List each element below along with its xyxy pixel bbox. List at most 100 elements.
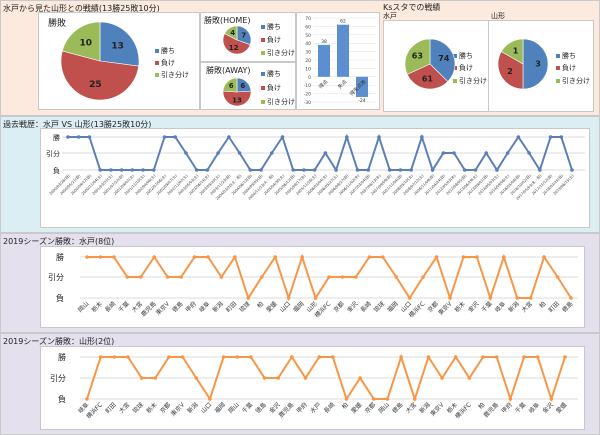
data-point — [522, 355, 526, 359]
bar-category-label: 得点 — [317, 78, 329, 90]
series-line — [68, 133, 573, 173]
data-point — [407, 296, 412, 300]
data-point — [119, 168, 124, 172]
ks-yamagata-label: 山形 — [491, 12, 505, 20]
data-point — [542, 255, 546, 259]
data-point — [516, 135, 521, 139]
data-point — [441, 151, 446, 155]
data-point — [221, 355, 226, 359]
legend-win: 勝ち — [261, 22, 281, 32]
data-point — [98, 355, 103, 359]
data-point — [501, 255, 506, 259]
y-tick-label: 40 — [305, 41, 311, 47]
data-point — [358, 376, 362, 380]
x-tick-label: 愛媛 — [554, 401, 568, 415]
x-tick-label: 長崎 — [103, 300, 117, 314]
legend-draw: 引き分け — [453, 76, 487, 86]
data-point — [484, 151, 489, 155]
x-tick-label: 京都 — [363, 401, 377, 415]
x-tick-label: 栃木 — [90, 300, 104, 314]
data-point — [273, 255, 278, 259]
data-point — [290, 355, 294, 359]
x-tick-label: 町田 — [104, 401, 117, 414]
data-point — [569, 296, 573, 300]
data-point — [180, 355, 185, 359]
pie-slice-win — [99, 21, 140, 67]
pie-label-draw: 4 — [230, 29, 235, 37]
x-tick-label: 柏 — [340, 401, 350, 411]
data-point — [528, 296, 533, 300]
x-tick-label: 新潟 — [211, 300, 225, 314]
data-point — [385, 397, 390, 401]
data-point — [461, 255, 466, 259]
data-point — [462, 168, 467, 172]
legend-win: 勝ち — [453, 51, 473, 61]
data-point — [494, 355, 499, 359]
data-point — [372, 397, 376, 401]
legend-loss: 負け — [556, 63, 576, 73]
data-point — [409, 168, 413, 172]
data-point — [162, 135, 167, 139]
x-tick-label: 柏 — [477, 401, 487, 411]
x-tick-label: 福岡 — [291, 300, 305, 314]
data-point — [452, 151, 456, 155]
bar-0 — [318, 44, 330, 77]
x-tick-label: 岡山 — [76, 300, 90, 314]
x-tick-label: 千葉 — [240, 401, 254, 415]
legend-label: 勝ち — [267, 23, 281, 31]
y-axis-label: 引分 — [50, 374, 66, 383]
data-point — [354, 275, 358, 279]
x-tick-label: 福岡 — [385, 300, 399, 314]
head-to-head-title: 水戸から見た山形との戦績(13勝25敗10分) — [3, 4, 160, 13]
x-tick-label: 金沢 — [466, 300, 480, 314]
x-tick-label: 岐阜 — [527, 401, 541, 415]
x-tick-label: 京都 — [332, 300, 346, 314]
data-point — [538, 168, 542, 172]
ks-mito-label: 水戸 — [383, 12, 397, 20]
data-point — [248, 168, 253, 172]
x-tick-label: 甲府 — [295, 401, 309, 415]
x-tick-label: 岡山 — [226, 401, 240, 415]
pie-slice-win — [429, 38, 456, 82]
x-tick-label: 東京V — [169, 400, 187, 418]
data-point — [280, 135, 285, 139]
pie-label-win: 6 — [240, 82, 245, 90]
x-tick-label: 徳島 — [254, 401, 268, 415]
pie-slice-draw — [222, 77, 238, 93]
data-point — [549, 397, 554, 401]
data-point — [334, 168, 338, 172]
legend-label: 勝ち — [459, 52, 473, 60]
bar-value-label: 38 — [321, 39, 327, 45]
data-point — [85, 397, 89, 401]
pie-slice-loss — [222, 90, 252, 107]
bar-1 — [337, 24, 349, 77]
pie-slice-draw — [500, 38, 524, 65]
data-point — [259, 275, 264, 279]
legend-label: 引き分け — [267, 49, 295, 57]
x-tick-label: 水戸 — [308, 401, 322, 415]
history-line-chart — [40, 128, 590, 228]
y-tick-label: -30 — [304, 100, 311, 106]
data-point — [340, 275, 345, 279]
x-tick-label: 東京V — [154, 299, 172, 317]
x-tick-label: 長崎 — [322, 401, 336, 415]
bar-2 — [356, 76, 368, 97]
x-tick-label: 栃木 — [145, 401, 159, 415]
x-tick-label: 新潟 — [506, 300, 520, 314]
total-pie-title: 勝敗 — [48, 19, 67, 29]
x-tick-label: 栃木 — [453, 300, 467, 314]
data-point — [130, 168, 135, 172]
data-point — [216, 151, 220, 155]
x-tick-label: 岡山 — [377, 401, 391, 415]
legend-label: 引き分け — [267, 98, 295, 106]
legend-label: 勝ち — [562, 52, 576, 60]
bar-category-label: 失点 — [336, 78, 348, 90]
x-tick-label: 岐阜 — [197, 300, 211, 314]
pie-label-win: 3 — [535, 60, 541, 69]
y-axis-label: 勝 — [53, 133, 60, 142]
legend-label: 引き分け — [161, 71, 189, 79]
x-tick-label: 千葉 — [513, 401, 527, 415]
data-point — [194, 168, 199, 172]
data-point — [377, 135, 381, 139]
data-point — [237, 151, 242, 155]
